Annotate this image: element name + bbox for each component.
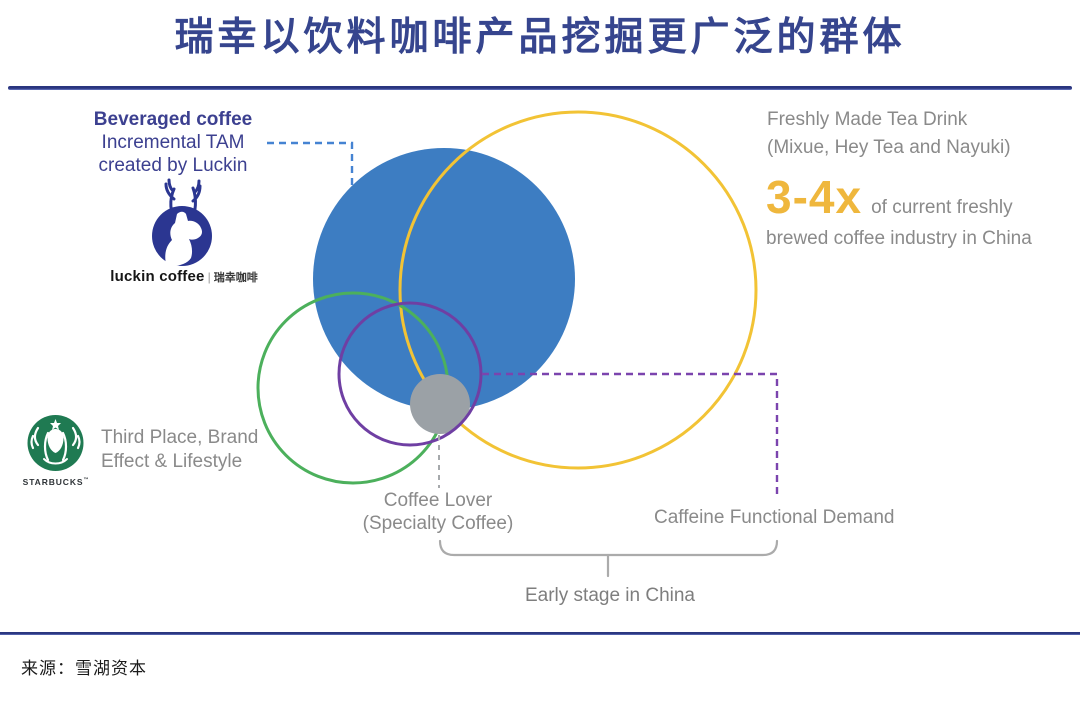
starbucks-siren-face [47,429,64,453]
tam-label-line1: Beveraged coffee [93,109,253,130]
luckin-wordmark-cn: 瑞幸咖啡 [213,272,258,284]
tea-drink-label: Freshly Made Tea Drink (Mixue, Hey Tea a… [767,106,1067,162]
early-stage-brace [438,539,779,578]
stat-line2: brewed coffee industry in China [766,228,1032,249]
starbucks-wordmark-text: STARBUCKS [22,477,84,487]
luckin-logo [152,178,212,266]
purple-circle-caffeine [337,301,483,447]
stat-value: 3-4x [766,171,863,223]
tea-drink-line1: Freshly Made Tea Drink [767,109,968,130]
luckin-wordmark: luckin coffee | 瑞幸咖啡 [110,268,258,286]
stat-row: 3-4x of current freshly [766,170,1066,224]
third-place-label: Third Place, Brand Effect & Lifestyle [101,426,281,474]
tam-label: Beveraged coffee Incremental TAM created… [58,108,288,177]
starbucks-crown-star [50,419,61,430]
page-title: 瑞幸以饮料咖啡产品挖掘更广泛的群体 [174,16,906,59]
coffee-lover-line1: Coffee Lover [383,490,493,511]
gray-circle-coffee-lover [410,374,470,434]
coffee-lover-line2: (Specialty Coffee) [362,513,514,534]
luckin-wordmark-en: luckin coffee [110,268,205,285]
tea-drink-line2: (Mixue, Hey Tea and Nayuki) [767,137,1011,158]
title-divider [8,86,1072,90]
tam-connector-dashed [267,141,354,186]
luckin-wordmark-separator: | [207,270,211,284]
footer-divider [0,632,1080,635]
starbucks-wordmark: STARBUCKS™ [18,477,94,487]
market-size-stat: 3-4x of current freshly brewed coffee ind… [766,170,1066,250]
coffee-lover-label: Coffee Lover (Specialty Coffee) [318,489,558,535]
starbucks-siren-waves [43,458,68,465]
caffeine-demand-label: Caffeine Functional Demand [654,507,895,528]
early-stage-label: Early stage in China [524,585,696,606]
third-place-line2: Effect & Lifestyle [101,451,243,472]
third-place-line1: Third Place, Brand [101,427,259,448]
starbucks-siren-tails [30,426,81,450]
starbucks-siren-hair [43,431,68,462]
luckin-deer-head [165,211,202,266]
blue-circle-beveraged-tam [313,148,575,410]
source-note: 来源：雪湖资本 [21,659,147,678]
stat-suffix: of current freshly [871,197,1013,218]
starbucks-logo [27,415,84,471]
tam-label-line3: created by Luckin [98,155,248,176]
tam-label-line2: Incremental TAM [101,132,245,153]
starbucks-tm: ™ [83,477,90,484]
yellow-circle-tea-drink [398,110,758,470]
caffeine-connector-dashed [482,372,779,499]
